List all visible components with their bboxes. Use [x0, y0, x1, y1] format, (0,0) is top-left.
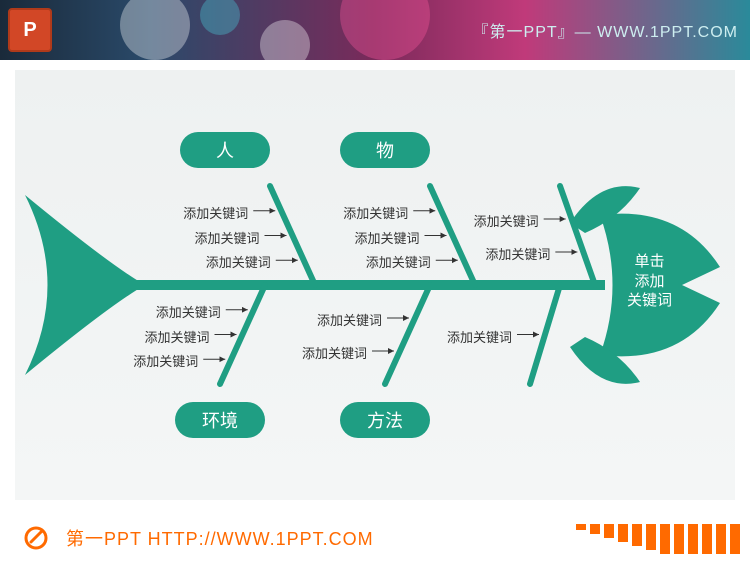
- ppt-icon-label: P: [23, 19, 36, 42]
- category-pill-top-0: 人: [180, 132, 270, 168]
- keyword-top-2-1: 添加关键词: [485, 244, 550, 263]
- keyword-bot-2-0: 添加关键词: [447, 327, 512, 346]
- keyword-top-0-1: 添加关键词: [195, 228, 260, 247]
- keyword-top-1-1: 添加关键词: [355, 228, 420, 247]
- keyword-bot-1-1: 添加关键词: [302, 343, 367, 362]
- category-pill-top-1: 物: [340, 132, 430, 168]
- ppt-app-icon: P: [8, 8, 52, 52]
- keyword-top-0-2: 添加关键词: [206, 252, 271, 271]
- category-pill-bot-1: 方法: [340, 402, 430, 438]
- keyword-top-2-0: 添加关键词: [474, 211, 539, 230]
- header-banner: P 『第一PPT』— WWW.1PPT.COM: [0, 0, 750, 60]
- header-site-text: 『第一PPT』— WWW.1PPT.COM: [473, 18, 738, 42]
- keyword-bot-0-2: 添加关键词: [133, 351, 198, 370]
- category-pill-bot-0: 环境: [175, 402, 265, 438]
- keyword-top-1-2: 添加关键词: [366, 252, 431, 271]
- keyword-top-1-0: 添加关键词: [343, 203, 408, 222]
- keyword-top-0-0: 添加关键词: [183, 203, 248, 222]
- keyword-bot-0-1: 添加关键词: [145, 327, 210, 346]
- footer-bars: [576, 524, 740, 554]
- paperclip-icon: [20, 522, 52, 554]
- keyword-bot-0-0: 添加关键词: [156, 302, 221, 321]
- fishbone-diagram: 人添加关键词添加关键词添加关键词物添加关键词添加关键词添加关键词添加关键词添加关…: [15, 70, 735, 500]
- footer-bar: 第一PPT HTTP://WWW.1PPT.COM: [0, 514, 750, 562]
- footer-text: 第一PPT HTTP://WWW.1PPT.COM: [66, 525, 374, 551]
- keyword-bot-1-0: 添加关键词: [317, 310, 382, 329]
- fish-head-label: 单击添加关键词: [627, 252, 672, 311]
